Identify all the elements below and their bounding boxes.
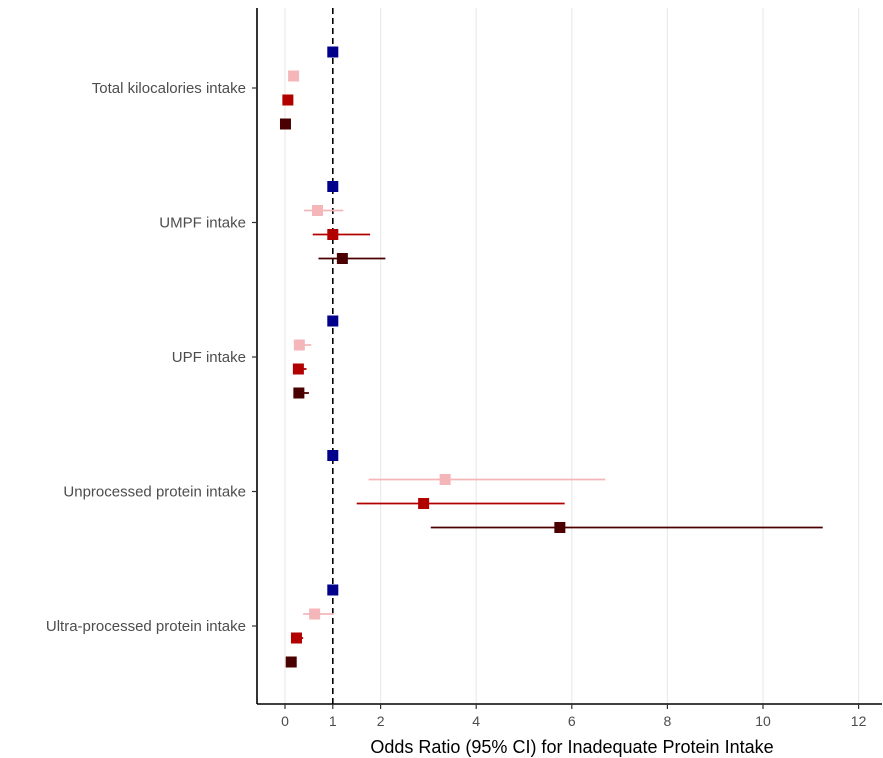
x-tick-label: 1	[329, 713, 337, 729]
point-estimate	[418, 498, 430, 509]
x-tick-label: 8	[664, 713, 672, 729]
x-tick-label: 10	[755, 713, 771, 729]
point-estimate	[327, 315, 339, 327]
point-estimate	[309, 608, 321, 620]
point-estimate	[290, 632, 302, 644]
point-estimate	[282, 94, 294, 106]
x-axis-title: Odds Ratio (95% CI) for Inadequate Prote…	[370, 737, 773, 757]
point-estimate	[293, 339, 305, 351]
x-tick-label: 2	[377, 713, 385, 729]
y-category-label: UPF intake	[172, 349, 246, 366]
gridlines	[284, 8, 860, 704]
point-estimate	[293, 387, 305, 399]
x-tick-label: 12	[851, 713, 867, 729]
x-tick-label: 0	[281, 713, 289, 729]
point-estimate	[292, 363, 304, 375]
axes	[252, 8, 882, 709]
point-estimate	[327, 46, 339, 58]
y-category-label: Ultra-processed protein intake	[46, 618, 246, 635]
point-estimate	[279, 118, 291, 130]
x-tick-labels: 0 1 2 4 6 8 10 12	[281, 713, 866, 729]
point-estimate	[327, 181, 339, 192]
point-estimate	[439, 474, 451, 485]
data-marks	[279, 46, 823, 668]
x-tick-label: 6	[568, 713, 576, 729]
point-estimate	[327, 450, 339, 461]
point-estimate	[327, 584, 339, 596]
y-category-label: Total kilocalories intake	[92, 80, 246, 97]
point-estimate	[554, 522, 566, 533]
x-tick-label: 4	[472, 713, 480, 729]
point-estimate	[312, 205, 324, 216]
y-category-label: UMPF intake	[159, 215, 246, 232]
y-category-label: Unprocessed protein intake	[63, 484, 246, 501]
point-estimate	[288, 70, 300, 82]
y-category-labels: Total kilocalories intake UMPF intake UPF …	[46, 80, 246, 635]
point-estimate	[327, 229, 339, 240]
point-estimate	[285, 656, 297, 668]
point-estimate	[336, 253, 348, 264]
